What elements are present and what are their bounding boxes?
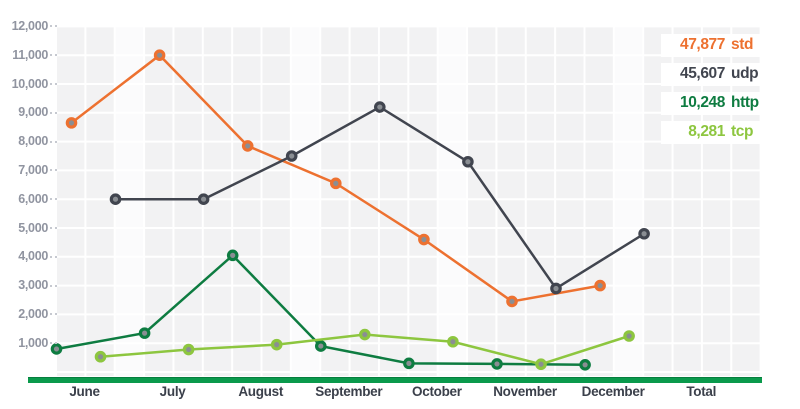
x-axis-label-september: September [315, 384, 383, 399]
legend-total-http: 10,248 [679, 94, 725, 111]
y-axis-tick-label: 7,000 [18, 162, 48, 177]
y-axis-tick-leader [50, 342, 57, 345]
y-axis-tick-label: 2,000 [18, 306, 48, 321]
y-axis-tick-leader [50, 54, 57, 57]
x-axis-label-december: December [581, 384, 645, 399]
y-axis-tick-label: 4,000 [18, 249, 48, 264]
data-point-udp-december[interactable] [638, 227, 650, 240]
data-point-http-june[interactable] [50, 343, 63, 355]
data-point-tcp-august[interactable] [270, 338, 283, 351]
data-point-tcp-june[interactable] [94, 350, 107, 363]
highlight-column [437, 26, 468, 376]
y-axis-tick-label: 6,000 [18, 191, 48, 206]
y-axis-tick-leader [50, 227, 57, 229]
data-point-std-october[interactable] [418, 233, 430, 246]
data-point-tcp-october[interactable] [447, 335, 459, 348]
x-axis-label-august: August [238, 384, 284, 399]
data-point-std-june[interactable] [65, 117, 78, 129]
data-point-std-december[interactable] [594, 279, 606, 292]
y-axis-tick-leader [50, 198, 57, 201]
x-axis-label-july: July [159, 384, 186, 399]
data-point-tcp-july[interactable] [182, 343, 195, 356]
y-axis-tick-label: 12,000 [11, 18, 49, 33]
y-axis-tick-leader [50, 111, 57, 114]
legend-label-http: http [731, 94, 759, 111]
data-point-std-september[interactable] [329, 177, 342, 190]
data-point-std-november[interactable] [506, 295, 518, 308]
y-axis-tick-leader [50, 25, 57, 28]
data-point-udp-november[interactable] [550, 282, 562, 295]
x-axis-label-november: November [493, 384, 557, 399]
data-point-std-july[interactable] [153, 49, 166, 61]
x-axis-label-october: October [412, 384, 462, 399]
highlight-column [290, 26, 321, 376]
data-point-udp-june[interactable] [109, 193, 122, 205]
data-point-http-november[interactable] [491, 358, 503, 370]
legend-item-tcp[interactable]: 8,281 tcp [661, 121, 775, 144]
x-axis-bar [28, 377, 762, 383]
data-point-tcp-december[interactable] [623, 330, 635, 342]
y-axis-tick-leader [50, 284, 57, 287]
legend-total-tcp: 8,281 [688, 123, 725, 140]
y-axis-tick-leader [50, 140, 57, 143]
data-point-http-august[interactable] [226, 249, 239, 262]
legend-item-std[interactable]: 47,877 std [661, 34, 775, 57]
data-point-http-july[interactable] [138, 327, 151, 339]
y-axis-tick-label: 9,000 [18, 105, 48, 120]
y-axis-tick-label: 5,000 [18, 220, 48, 235]
y-axis-tick-label: 10,000 [11, 76, 49, 91]
data-point-udp-july[interactable] [197, 193, 210, 205]
data-point-tcp-september[interactable] [358, 328, 371, 341]
data-point-udp-october[interactable] [462, 155, 474, 168]
x-axis-label-june: June [69, 384, 100, 399]
x-axis-label-total: Total [686, 384, 717, 399]
y-axis-tick-leader [50, 313, 57, 316]
legend-item-http[interactable]: 10,248 http [661, 92, 775, 115]
y-axis-tick-leader [50, 83, 57, 85]
legend-label-udp: udp [731, 65, 759, 82]
legend-total-std: 47,877 [679, 36, 725, 53]
y-axis-tick-label: 8,000 [18, 134, 48, 149]
data-point-http-september[interactable] [314, 340, 327, 352]
legend-total-udp: 45,607 [679, 65, 725, 82]
y-axis-tick-label: 1,000 [18, 335, 48, 350]
y-axis-tick-label: 3,000 [18, 278, 48, 293]
data-point-udp-september[interactable] [373, 101, 386, 113]
data-point-http-december[interactable] [579, 358, 591, 371]
y-axis-tick-leader [50, 169, 57, 172]
y-axis-tick-leader [50, 255, 57, 258]
highlight-column [613, 26, 644, 376]
legend-label-tcp: tcp [731, 123, 754, 140]
data-point-std-august[interactable] [241, 140, 254, 152]
data-point-tcp-november[interactable] [535, 358, 547, 371]
data-point-http-october[interactable] [403, 357, 415, 370]
legend-item-udp[interactable]: 45,607 udp [661, 63, 775, 86]
legend-label-std: std [731, 36, 754, 53]
y-axis-tick-label: 11,000 [12, 47, 48, 62]
data-point-udp-august[interactable] [285, 150, 298, 162]
